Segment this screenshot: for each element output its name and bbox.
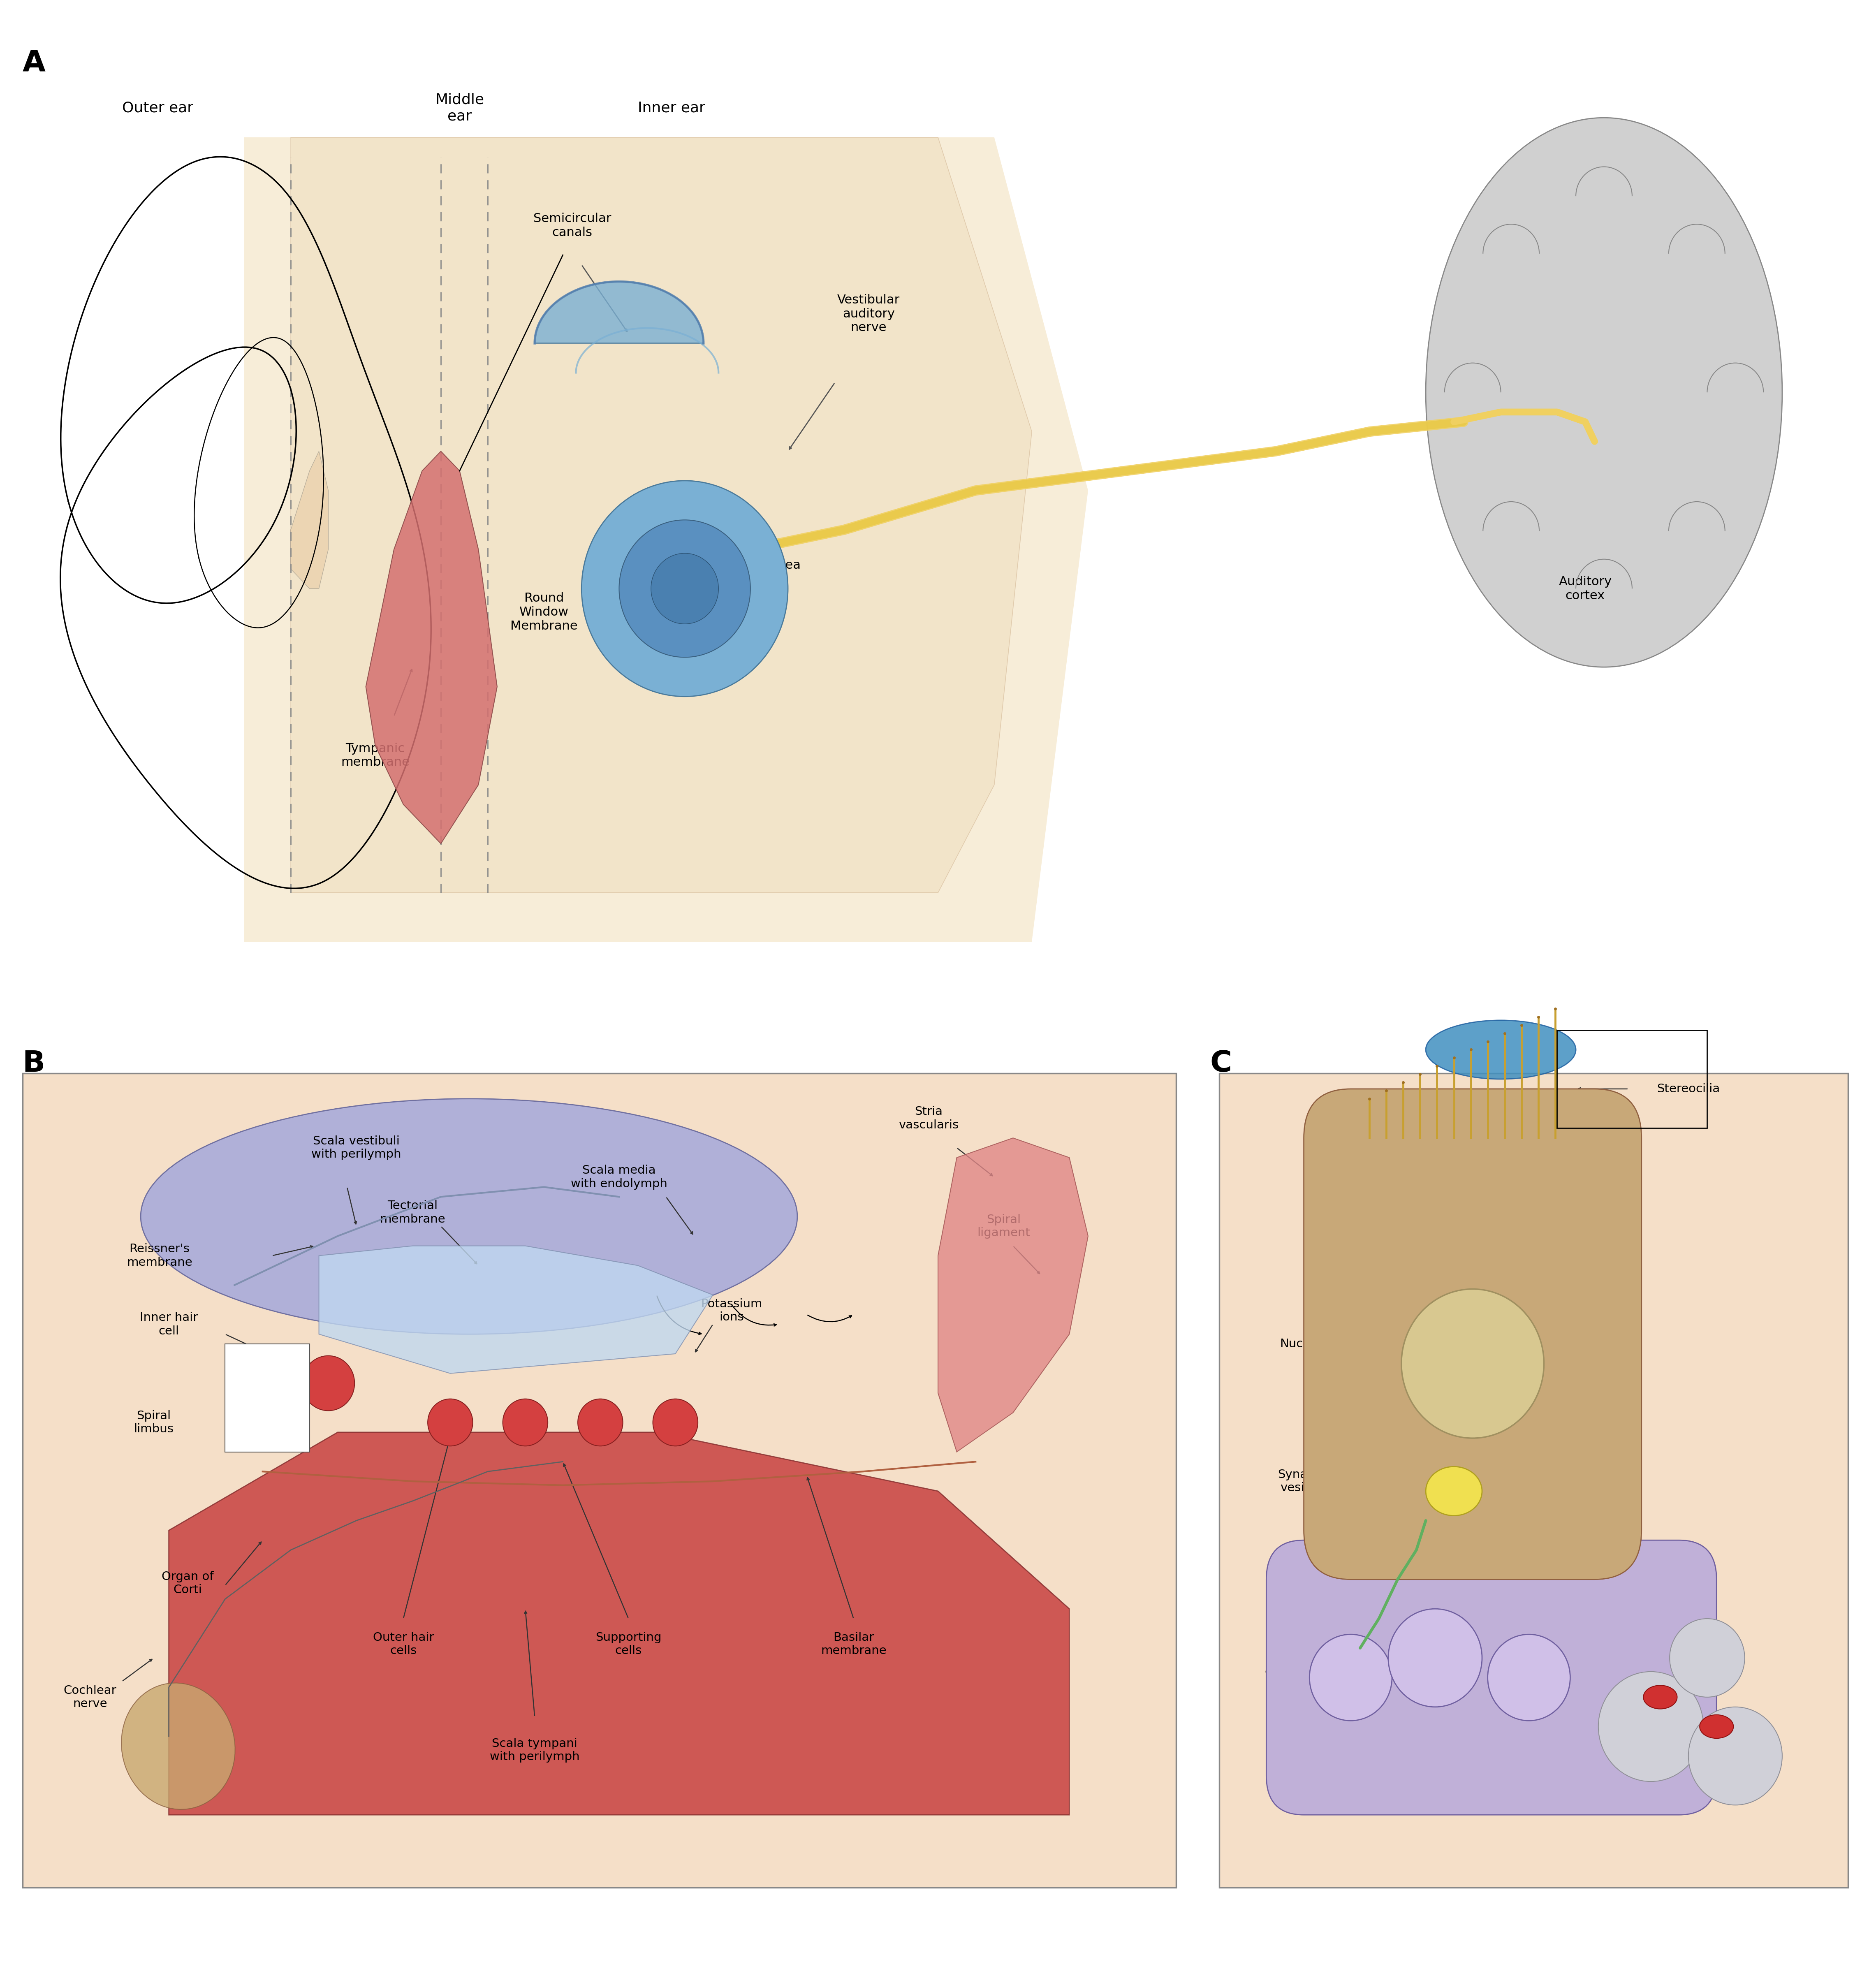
Text: Nucleus: Nucleus bbox=[1279, 1338, 1328, 1350]
Ellipse shape bbox=[1643, 1685, 1677, 1709]
Text: Stria
vascularis: Stria vascularis bbox=[899, 1107, 959, 1130]
Circle shape bbox=[1388, 1609, 1482, 1707]
Circle shape bbox=[651, 553, 719, 624]
Polygon shape bbox=[291, 451, 328, 589]
Text: Outer hair
cells: Outer hair cells bbox=[373, 1632, 433, 1656]
Ellipse shape bbox=[1426, 118, 1782, 667]
Circle shape bbox=[1598, 1672, 1703, 1781]
Text: Synaptic
vesicles: Synaptic vesicles bbox=[1278, 1470, 1330, 1493]
Text: Supporting
cells: Supporting cells bbox=[1645, 1770, 1713, 1793]
Circle shape bbox=[302, 1356, 355, 1411]
Circle shape bbox=[1670, 1619, 1745, 1697]
Text: C: C bbox=[1210, 1050, 1233, 1077]
FancyBboxPatch shape bbox=[1304, 1089, 1642, 1579]
Text: Potassium
ions: Potassium ions bbox=[702, 1299, 762, 1322]
Text: Inner hair
cell: Inner hair cell bbox=[141, 1313, 197, 1336]
Text: A: A bbox=[23, 49, 45, 77]
Circle shape bbox=[428, 1399, 473, 1446]
Text: Middle
ear: Middle ear bbox=[435, 92, 484, 124]
Text: Scala vestibuli
with perilymph: Scala vestibuli with perilymph bbox=[311, 1136, 401, 1160]
FancyBboxPatch shape bbox=[1266, 1540, 1717, 1815]
Circle shape bbox=[1401, 1289, 1544, 1438]
FancyBboxPatch shape bbox=[1219, 1073, 1848, 1887]
Text: Stereocilia: Stereocilia bbox=[1657, 1083, 1720, 1095]
Circle shape bbox=[582, 481, 788, 697]
Text: Basilar
membrane: Basilar membrane bbox=[822, 1632, 885, 1656]
Circle shape bbox=[1688, 1707, 1782, 1805]
FancyBboxPatch shape bbox=[225, 1344, 310, 1452]
Text: Spiral
ligament: Spiral ligament bbox=[977, 1214, 1030, 1238]
Ellipse shape bbox=[122, 1683, 234, 1809]
Polygon shape bbox=[291, 137, 1032, 893]
Text: Inner ear: Inner ear bbox=[638, 100, 705, 116]
Text: Spiral
limbus: Spiral limbus bbox=[133, 1411, 174, 1434]
Circle shape bbox=[1309, 1634, 1392, 1721]
Ellipse shape bbox=[1426, 1468, 1482, 1515]
Text: Scala tympani
with perilymph: Scala tympani with perilymph bbox=[490, 1738, 580, 1762]
Text: B: B bbox=[23, 1050, 45, 1077]
Polygon shape bbox=[244, 137, 1088, 942]
Circle shape bbox=[619, 520, 750, 657]
Text: Spiral
ganglion
neuron: Spiral ganglion neuron bbox=[1264, 1652, 1317, 1691]
Text: Tympanic
membrane: Tympanic membrane bbox=[341, 742, 409, 769]
Text: Organ of
Corti: Organ of Corti bbox=[161, 1572, 214, 1595]
Ellipse shape bbox=[141, 1099, 797, 1334]
Polygon shape bbox=[535, 283, 704, 343]
Text: Auditory
cortex: Auditory cortex bbox=[1559, 575, 1611, 602]
Circle shape bbox=[653, 1399, 698, 1446]
Text: Tectorial
membrane: Tectorial membrane bbox=[381, 1201, 445, 1224]
Polygon shape bbox=[366, 451, 497, 844]
Text: Cochlea: Cochlea bbox=[750, 559, 801, 571]
Text: Vestibular
auditory
nerve: Vestibular auditory nerve bbox=[837, 294, 900, 334]
Polygon shape bbox=[319, 1246, 713, 1373]
Circle shape bbox=[503, 1399, 548, 1446]
Text: Cochlear
nerve: Cochlear nerve bbox=[64, 1685, 116, 1709]
Text: Reissner's
membrane: Reissner's membrane bbox=[128, 1244, 191, 1267]
Text: Scala media
with endolymph: Scala media with endolymph bbox=[570, 1165, 668, 1189]
Polygon shape bbox=[938, 1138, 1088, 1452]
Text: Outer ear: Outer ear bbox=[122, 100, 193, 116]
Text: Round
Window
Membrane: Round Window Membrane bbox=[510, 593, 578, 632]
Circle shape bbox=[1488, 1634, 1570, 1721]
Text: Supporting
cells: Supporting cells bbox=[595, 1632, 662, 1656]
Ellipse shape bbox=[1700, 1715, 1733, 1738]
Circle shape bbox=[578, 1399, 623, 1446]
Ellipse shape bbox=[1426, 1020, 1576, 1079]
Text: Semicircular
canals: Semicircular canals bbox=[533, 212, 612, 239]
Polygon shape bbox=[169, 1432, 1069, 1815]
FancyBboxPatch shape bbox=[23, 1073, 1176, 1887]
